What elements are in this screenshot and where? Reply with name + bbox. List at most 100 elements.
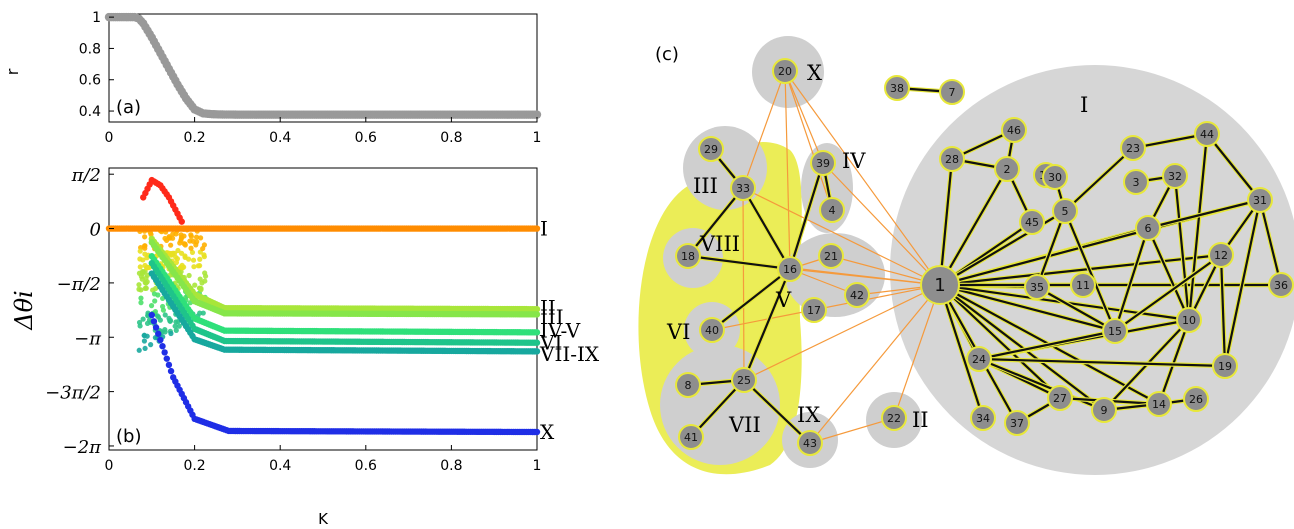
panel-label-b: (b)	[116, 426, 141, 447]
node-29	[698, 136, 724, 162]
y-tick-label-a: 0.8	[79, 41, 101, 57]
x-tick-label-b: 0.2	[183, 458, 205, 474]
node-label: 12	[1214, 249, 1228, 262]
node-45	[1019, 209, 1045, 235]
node-label: 29	[704, 143, 718, 156]
transient-point	[160, 303, 166, 310]
node-label: 33	[736, 182, 750, 195]
node-11	[1070, 272, 1096, 298]
transient-point	[138, 295, 144, 301]
node-25	[731, 367, 757, 393]
cluster-annotation: I	[1080, 93, 1088, 117]
x-ticks-a: 0 0.2 0.4 0.6 0.8 1	[105, 117, 541, 146]
strong-edge	[939, 283, 1116, 333]
node-label: 37	[1010, 417, 1024, 430]
strong-edge	[1063, 210, 1117, 332]
panel-label-c: (c)	[655, 44, 679, 65]
strong-edge	[1114, 254, 1222, 332]
node-label: 44	[1200, 128, 1214, 141]
transient-point	[188, 233, 195, 240]
node-label: 17	[807, 304, 821, 317]
r-series	[104, 12, 542, 119]
node-6	[1135, 215, 1161, 241]
y-tick-label-b: −3π/2	[45, 383, 101, 404]
transient-point	[162, 312, 168, 318]
weak-edge	[893, 284, 941, 419]
node-label: 11	[1076, 279, 1090, 292]
phase-point	[159, 342, 166, 350]
transient-point	[142, 251, 148, 257]
x-tick-label-b: 0.6	[355, 458, 377, 474]
transient-point	[202, 270, 208, 276]
node-label: 35	[1030, 281, 1044, 294]
transient-point	[191, 264, 197, 270]
node-31	[1247, 187, 1273, 213]
node-label: 32	[1168, 170, 1182, 183]
transient-point	[178, 237, 184, 244]
cluster-annotation: X	[807, 61, 822, 85]
panel-label-a: (a)	[116, 97, 141, 118]
transient-point	[137, 323, 143, 329]
strong-edge	[1035, 210, 1067, 288]
transient-point	[142, 234, 148, 240]
x-tick-label-b: 0.4	[269, 458, 291, 474]
node-label: 3	[1133, 176, 1140, 189]
x-tick-label-b: 0	[105, 458, 114, 474]
transient-point	[200, 245, 206, 252]
strong-edge	[938, 284, 985, 419]
node-label: 1	[934, 275, 945, 296]
transient-point	[141, 243, 148, 249]
cluster-annotation: IV	[842, 149, 866, 173]
node-label: 9	[1101, 404, 1108, 417]
transient-point	[173, 231, 179, 237]
transient-point	[190, 238, 196, 244]
node-label: 23	[1126, 142, 1140, 155]
phase-point	[533, 311, 541, 318]
node-7	[939, 79, 965, 105]
node-label: 26	[1189, 393, 1203, 406]
cluster-annotation: V	[775, 288, 792, 312]
phase-point	[533, 225, 541, 232]
cluster-annotation: IX	[797, 403, 820, 427]
transient-point	[192, 282, 198, 288]
transient-point	[138, 287, 144, 293]
strong-edge	[978, 357, 1226, 368]
node-label: 2	[1004, 163, 1011, 176]
weak-edge	[742, 187, 745, 381]
node-30	[1042, 164, 1068, 190]
strong-edge	[939, 253, 1222, 287]
node-label: 19	[1218, 360, 1232, 373]
cluster-label-b: X	[540, 420, 555, 444]
node-46	[1001, 117, 1027, 143]
node-label: 36	[1274, 279, 1288, 292]
y-tick-label-a: 1	[92, 10, 101, 26]
node-label: 38	[890, 82, 904, 95]
transient-point	[170, 235, 176, 241]
transient-point	[171, 250, 178, 256]
cluster-annotation: VIII	[699, 232, 740, 256]
node-28	[939, 146, 965, 172]
transient-point	[148, 303, 155, 309]
strong-edge	[1219, 254, 1227, 367]
phase-point	[167, 367, 175, 375]
transient-point	[197, 256, 203, 262]
y-tick-label-b: π/2	[71, 165, 101, 186]
y-ticks-b: π/2 0 −π/2 −π −3π/2 −2π	[45, 165, 114, 458]
node-1	[920, 265, 960, 305]
transient-point	[138, 273, 144, 280]
transient-point	[168, 242, 174, 248]
node-12	[1208, 242, 1234, 268]
strong-edge	[687, 187, 744, 257]
node-14	[1146, 391, 1172, 417]
node-18	[675, 243, 701, 269]
weak-edge	[784, 70, 833, 211]
node-2	[994, 156, 1020, 182]
transient-point	[168, 330, 174, 337]
weak-edge	[809, 417, 895, 444]
x-tick-label-b: 1	[533, 458, 542, 474]
node-10	[1176, 307, 1202, 333]
transient-point	[140, 316, 146, 322]
panel-a: 0 0.2 0.4 0.6 0.8 1 1 0.8 0.6 0.4 (a) r	[3, 10, 541, 146]
x-tick-label-a: 0	[105, 130, 114, 146]
weak-edge	[822, 162, 941, 286]
